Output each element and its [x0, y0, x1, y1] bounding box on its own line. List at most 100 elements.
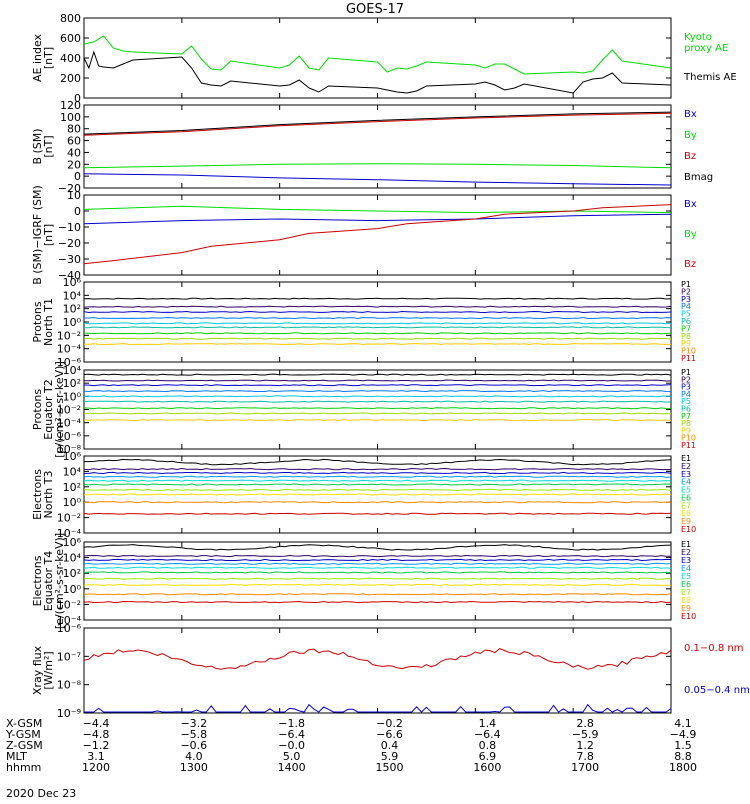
y-tick-label: 100	[60, 111, 81, 124]
footer-row-value: 1300	[180, 761, 208, 774]
series-line	[83, 562, 672, 565]
legend-label: E9	[681, 604, 691, 613]
y-axis-label: [nT]	[42, 224, 55, 246]
footer-row-value: 1.5	[674, 739, 692, 752]
panel-frame	[83, 541, 672, 621]
y-tick-label: 60	[67, 135, 81, 148]
y-tick-label: 40	[67, 146, 81, 159]
footer-row-value: 1.2	[576, 739, 594, 752]
series-line	[83, 342, 672, 346]
series-line	[83, 483, 672, 486]
y-tick-label: 10⁻⁶	[57, 356, 82, 369]
legend-label: E5	[681, 486, 691, 495]
y-tick-label: 10⁻⁸	[57, 443, 82, 456]
footer-row-label: X-GSM	[6, 717, 42, 730]
legend-label: E1	[681, 540, 691, 549]
y-tick-label: 10²	[63, 567, 81, 580]
y-tick-label: 400	[60, 52, 81, 65]
panel-bigrf: B (SM)−IGRF (SM)[nT] −40 −30 −20 −10 0 10 Bx By B…	[31, 185, 697, 285]
series-line	[83, 554, 671, 558]
y-tick-label: 10²	[63, 303, 81, 316]
y-tick-label: 10⁻⁴	[57, 417, 82, 430]
series-line	[83, 577, 672, 580]
series-line	[84, 471, 672, 475]
y-tick-label: 10⁻⁴	[57, 343, 82, 356]
y-tick-label: −40	[58, 269, 81, 282]
y-tick-label: 10⁰	[63, 496, 82, 509]
footer-row-value: −0.2	[376, 717, 403, 730]
y-tick-label: 10⁻⁶	[57, 430, 82, 443]
legend-label: E10	[681, 525, 696, 534]
y-tick-label: 600	[60, 32, 81, 45]
legend-label: P2	[681, 375, 691, 384]
legend-label: E8	[681, 509, 691, 518]
footer-row-value: 6.9	[479, 750, 497, 763]
series-line	[83, 493, 672, 496]
footer-row-label: MLT	[6, 750, 27, 763]
footer-row-value: −4.9	[670, 728, 697, 741]
series-line	[83, 512, 672, 515]
footer-row-value: 1200	[82, 761, 110, 774]
footer-row-value: 1800	[669, 761, 697, 774]
series-line	[83, 111, 672, 135]
series-line	[84, 316, 672, 320]
footer-row-value: −5.8	[180, 728, 207, 741]
legend-label: Themis AE	[683, 72, 737, 83]
y-axis-label: [nT]	[42, 135, 55, 157]
legend-label: P11	[681, 441, 696, 450]
y-tick-label: 10⁻⁶	[57, 622, 82, 635]
series-line	[84, 488, 672, 491]
y-axis-label: Xray flux	[31, 645, 44, 695]
footer-row-label: hhmm	[6, 761, 41, 774]
legend-label: P1	[681, 280, 691, 289]
footer-row-value: 1700	[571, 761, 599, 774]
legend-label: E4	[681, 478, 691, 487]
y-tick-label: 10⁻⁷	[57, 650, 81, 663]
legend-label: proxy AE	[684, 43, 728, 54]
series-line	[83, 332, 672, 335]
legend-label: P4	[681, 302, 691, 311]
series-line	[83, 558, 671, 562]
legend-label: P10	[681, 347, 696, 356]
footer-row-value: −0.0	[278, 739, 305, 752]
series-line	[83, 571, 672, 574]
y-tick-label: 80	[67, 123, 81, 136]
footer-row-value: 3.1	[87, 750, 105, 763]
panel-frame	[83, 281, 672, 363]
legend-label: E7	[681, 501, 691, 510]
y-tick-label: 10⁶	[63, 450, 82, 463]
series-line	[84, 326, 672, 329]
y-tick-label: 10⁴	[63, 465, 82, 478]
legend-label: 0.1−0.8 nm	[684, 643, 743, 654]
footer-row-value: 1500	[376, 761, 404, 774]
legend-label: P8	[681, 332, 691, 341]
y-tick-label: 10⁻⁴	[57, 527, 82, 540]
y-tick-label: 10⁰	[63, 583, 82, 596]
y-axis-label: North T1	[42, 298, 55, 346]
legend-label: P9	[681, 426, 691, 435]
y-axis-label: Electrons	[31, 555, 44, 606]
series-line	[83, 373, 672, 376]
legend-label: E2	[681, 462, 691, 471]
legend-label: By	[684, 130, 697, 141]
series-line	[83, 501, 672, 504]
footer-row-value: 4.1	[674, 717, 692, 730]
y-tick-label: 200	[60, 72, 81, 85]
series-line	[83, 297, 672, 300]
legend-label: Bz	[684, 151, 696, 162]
legend-label: E3	[681, 470, 691, 479]
y-tick-label: 10⁻⁹	[57, 707, 81, 720]
y-axis-label: Protons	[31, 301, 44, 342]
series-line	[83, 379, 672, 382]
legend-label: P5	[681, 397, 691, 406]
series-line	[83, 50, 672, 94]
footer-row-value: 5.0	[283, 750, 301, 763]
footer-row-value: −6.6	[376, 728, 403, 741]
y-axis-label: [p/(cm²-s-sr-keV)]	[53, 361, 66, 458]
y-axis-label: North T3	[42, 471, 55, 519]
y-tick-label: 10⁴	[63, 364, 82, 377]
footer-row-value: 0.8	[479, 739, 497, 752]
